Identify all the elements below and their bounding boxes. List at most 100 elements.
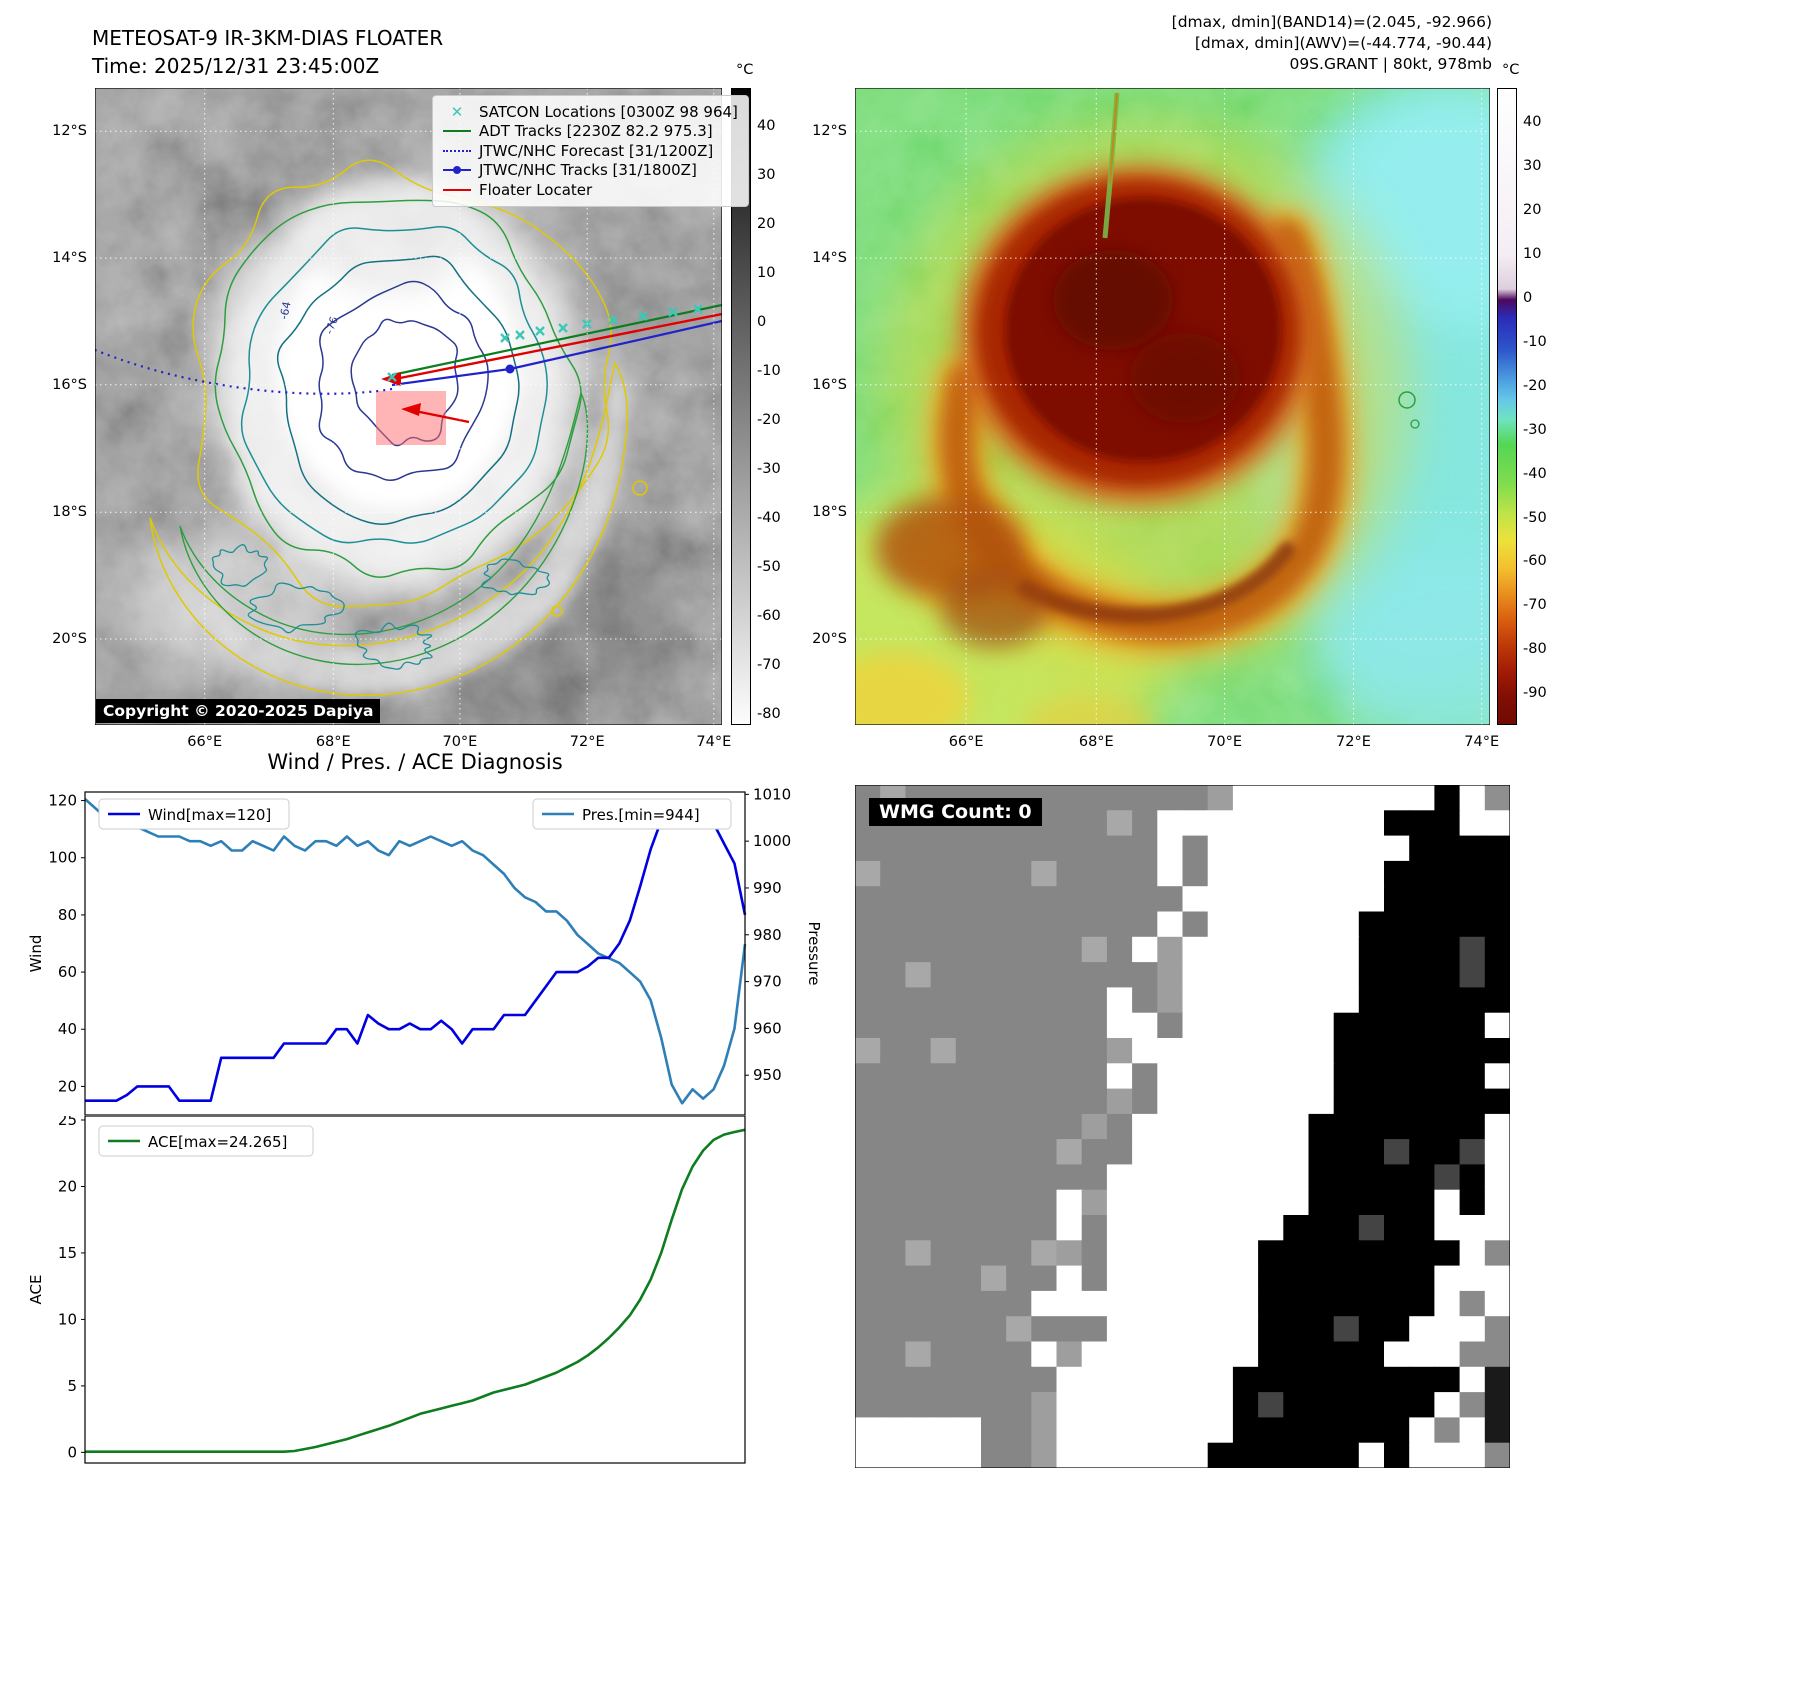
line-dot-marker-icon [443,165,471,174]
wind-axis-label: Wind [27,935,45,973]
wind-axis-tick: 60 [58,963,77,981]
colorbar-tick-label: 10 [757,265,776,282]
pressure-axis-tick: 980 [753,926,782,944]
contour-label: -64 [277,300,293,320]
colorbar-tick-label: -80 [1523,641,1547,658]
lat-tick-label: 16°S [812,376,847,393]
wind-axis-tick: 80 [58,906,77,924]
lon-tick-label: 68°E [315,734,351,750]
satcon-x-icon [693,304,703,314]
jtwc-track-point [505,364,515,374]
lon-tick-label: 70°E [442,734,478,750]
legend-item: ADT Tracks [2230Z 82.2 975.3] [443,122,738,142]
latlon-grid [855,88,1490,725]
x-marker-icon: ✕ [450,102,464,121]
satcon-x-icon [500,333,510,343]
floater-region-box [376,391,446,445]
lat-tick-label: 12°S [52,123,87,140]
colorbar-tick-label: -60 [1523,553,1547,570]
pressure-axis-tick: 960 [753,1019,782,1037]
colorbar-tick-label: 40 [1523,114,1542,131]
colorbar-tick-label: 30 [1523,158,1542,175]
satcon-x-icon [515,330,525,340]
lon-tick-label: 72°E [569,734,605,750]
contour-label: -76 [323,315,341,336]
colorbar-tick-label: -30 [1523,421,1547,438]
colorbar-tick-label: -10 [757,363,781,380]
color-colorbar-unit: °C [1502,62,1520,78]
ir-panel-title: METEOSAT-9 IR-3KM-DIAS FLOATER [92,26,444,50]
wind-axis-tick: 40 [58,1020,77,1038]
colorbar-tick-label: -50 [1523,509,1547,526]
satcon-x-icon [558,323,568,333]
pressure-axis-tick: 1010 [753,785,791,803]
diagnosis-title: Wind / Pres. / ACE Diagnosis [267,750,563,774]
lon-tick-label: 70°E [1207,734,1242,750]
wmg-count-label: WMG Count: 0 [869,798,1042,826]
dotted-marker-icon [443,149,471,152]
colorbar-tick-label: -40 [757,510,781,527]
ace-axis-tick: 25 [58,1116,77,1129]
color-panel-header: [dmax, dmin](BAND14)=(2.045, -92.966) [d… [1172,12,1492,75]
lat-tick-label: 20°S [52,631,87,647]
ace-axis-label: ACE [27,1275,45,1305]
pressure-axis-tick: 950 [753,1066,782,1084]
lat-tick-label: 16°S [52,376,87,393]
wind-axis-tick: 100 [48,849,77,867]
ace-axis-tick: 15 [58,1244,77,1262]
temperature-contours: -64 -76 [149,159,648,697]
lat-tick-label: 12°S [812,123,847,140]
lon-tick-label: 66°E [948,734,984,750]
legend-item: Floater Locater [443,180,738,200]
pressure-line [84,798,747,1105]
colorbar-tick-label: -20 [1523,377,1547,394]
ace-line [85,1128,746,1454]
line-marker-icon [443,130,471,133]
dmax-dmin-band14: [dmax, dmin](BAND14)=(2.045, -92.966) [1171,13,1492,31]
chart-legend-box [532,798,732,830]
wmg-image [855,785,1510,1468]
colorbar-tick-label: -10 [1523,333,1547,350]
chart-legend-label: ACE[max=24.265] [148,1133,287,1151]
satcon-x-icon [608,315,618,325]
ace-axis-tick: 0 [67,1443,77,1461]
colorbar-tick-label: -40 [1523,465,1547,482]
legend-label: Floater Locater [479,180,593,199]
lon-tick-label: 72°E [1336,734,1371,750]
ace-axis-tick: 5 [67,1377,77,1395]
ir-colorbar [731,88,751,725]
adt-track-line [391,303,722,377]
colorbar-tick-label: -80 [757,706,781,723]
legend-label: JTWC/NHC Tracks [31/1800Z] [479,161,697,180]
colorbar-tick-label: 0 [757,314,767,331]
lon-tick-label: 74°E [1464,734,1500,750]
chart-legend-label: Wind[max=120] [148,806,271,824]
lon-tick-label: 66°E [187,734,223,750]
copyright-watermark: Copyright © 2020-2025 Dapiya [96,699,381,723]
legend-item: JTWC/NHC Forecast [31/1200Z] [443,141,738,161]
color-colorbar [1497,88,1517,725]
lat-tick-label: 14°S [812,250,847,267]
colorbar-tick-label: 20 [757,216,776,233]
colorbar-tick-label: -90 [1523,685,1547,702]
wind-pressure-chart: 20 40 60 80 100 120 950 960 970 980 990 1000 1010 Win… [27,785,823,1116]
chart-legend-box [98,798,290,830]
colorbar-tick-label: 0 [1523,289,1533,306]
legend-label: JTWC/NHC Forecast [31/1200Z] [479,141,714,160]
legend-label: ADT Tracks [2230Z 82.2 975.3] [479,122,713,141]
lat-tick-label: 18°S [52,504,87,521]
lat-tick-label: 14°S [52,250,87,267]
wind-axis-tick: 120 [48,792,77,810]
colorbar-tick-label: 20 [1523,202,1542,218]
chart-legend-box [98,1125,314,1157]
map-legend: ✕ SATCON Locations [0300Z 98 964] ADT Trac… [432,95,749,207]
lon-tick-label: 74°E [696,734,732,750]
legend-item: JTWC/NHC Tracks [31/1800Z] [443,161,738,181]
lon-tick-label: 68°E [1078,734,1114,750]
colorbar-tick-label: 10 [1523,245,1542,262]
wind-axis-tick: 20 [58,1077,77,1095]
colorbar-tick-label: -70 [757,657,781,674]
satcon-x-icon [638,311,648,321]
floater-arrow-line [414,409,470,424]
